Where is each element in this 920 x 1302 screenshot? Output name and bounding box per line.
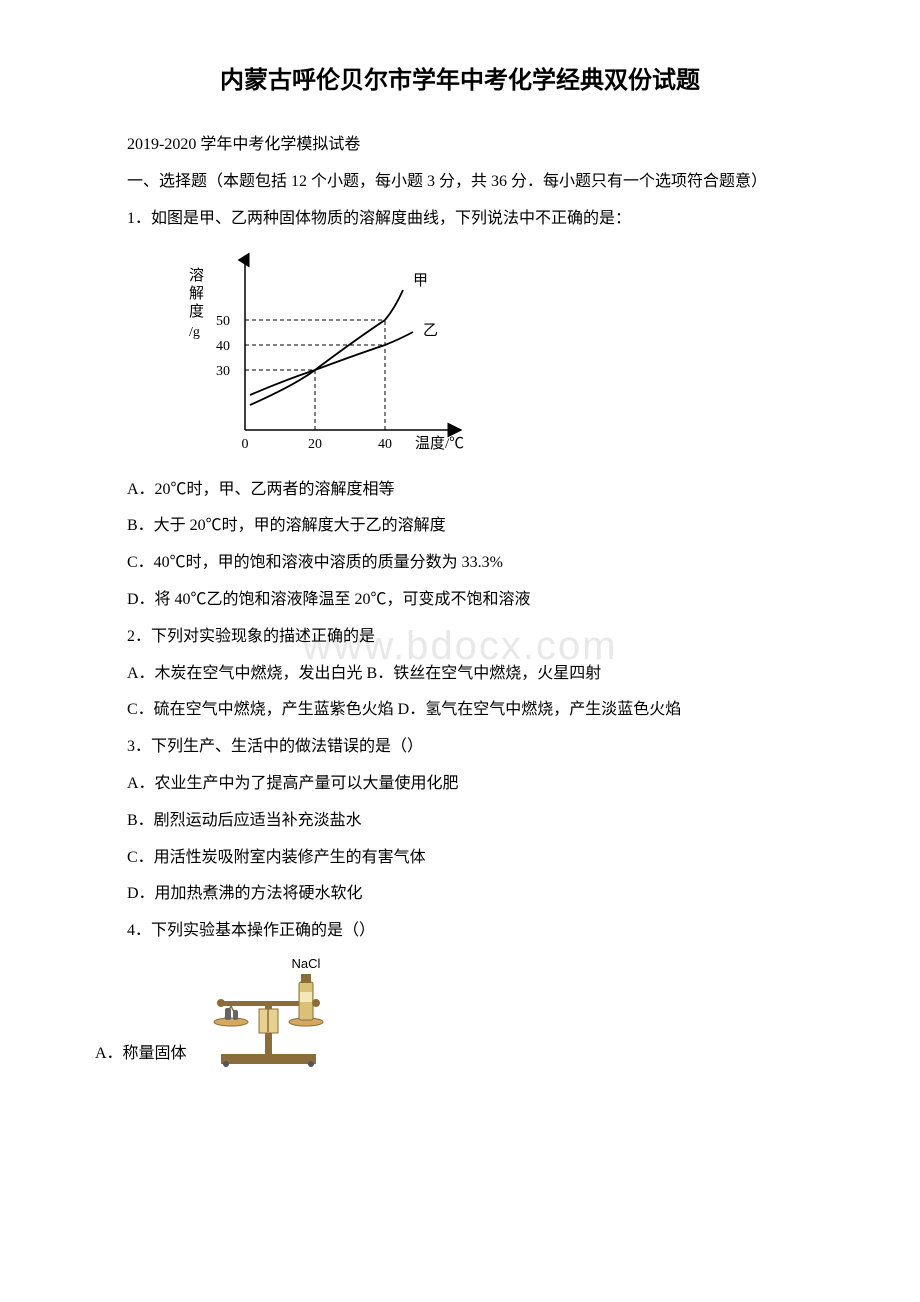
svg-text:40: 40 xyxy=(216,339,230,354)
svg-text:0: 0 xyxy=(242,437,249,452)
q3-optB: B．剧烈运动后应适当补充淡盐水 xyxy=(95,807,825,836)
q3-optD: D．用加热煮沸的方法将硬水软化 xyxy=(95,880,825,909)
q1-optA: A．20℃时，甲、乙两者的溶解度相等 xyxy=(95,476,825,505)
document-content: 内蒙古呼伦贝尔市学年中考化学经典双份试题 2019-2020 学年中考化学模拟试… xyxy=(95,60,825,1069)
svg-text:乙: 乙 xyxy=(423,323,438,339)
solubility-chart: 30 40 50 0 20 40 溶 解 度 /g 温度/℃ 甲 xyxy=(175,250,495,460)
subtitle: 2019-2020 学年中考化学模拟试卷 xyxy=(95,131,825,160)
svg-text:溶: 溶 xyxy=(189,267,204,284)
q3-stem: 3．下列生产、生活中的做法错误的是（） xyxy=(95,733,825,762)
svg-text:温度/℃: 温度/℃ xyxy=(415,435,464,452)
svg-text:30: 30 xyxy=(216,364,230,379)
svg-text:/g: /g xyxy=(189,325,200,340)
q1-optD: D．将 40℃乙的饱和溶液降温至 20℃，可变成不饱和溶液 xyxy=(95,586,825,615)
q1-stem: 1．如图是甲、乙两种固体物质的溶解度曲线，下列说法中不正确的是： xyxy=(95,205,825,234)
svg-text:甲: 甲 xyxy=(413,273,428,289)
svg-text:度: 度 xyxy=(189,303,204,320)
svg-text:NaCl: NaCl xyxy=(291,956,320,971)
q4-optA-container: A．称量固体 NaCl xyxy=(95,954,825,1069)
section-header: 一、选择题（本题包括 12 个小题，每小题 3 分，共 36 分．每小题只有一个… xyxy=(95,168,825,197)
svg-text:40: 40 xyxy=(378,437,392,452)
q2-optCD: C．硫在空气中燃烧，产生蓝紫色火焰 D．氢气在空气中燃烧，产生淡蓝色火焰 xyxy=(95,696,825,725)
q1-optC: C．40℃时，甲的饱和溶液中溶质的质量分数为 33.3% xyxy=(95,549,825,578)
q2-optAB: A．木炭在空气中燃烧，发出白光 B．铁丝在空气中燃烧，火星四射 xyxy=(95,660,825,689)
q1-optB: B．大于 20℃时，甲的溶解度大于乙的溶解度 xyxy=(95,512,825,541)
svg-text:20: 20 xyxy=(308,437,322,452)
q4-stem: 4．下列实验基本操作正确的是（） xyxy=(95,917,825,946)
balance-scale-icon: NaCl xyxy=(191,954,346,1069)
svg-text:解: 解 xyxy=(189,285,204,302)
document-title: 内蒙古呼伦贝尔市学年中考化学经典双份试题 xyxy=(95,60,825,103)
q4-optA-label: A．称量固体 xyxy=(95,1040,187,1069)
q3-optC: C．用活性炭吸附室内装修产生的有害气体 xyxy=(95,844,825,873)
q2-stem: 2．下列对实验现象的描述正确的是 xyxy=(95,623,825,652)
q3-optA: A．农业生产中为了提高产量可以大量使用化肥 xyxy=(95,770,825,799)
svg-text:50: 50 xyxy=(216,314,230,329)
